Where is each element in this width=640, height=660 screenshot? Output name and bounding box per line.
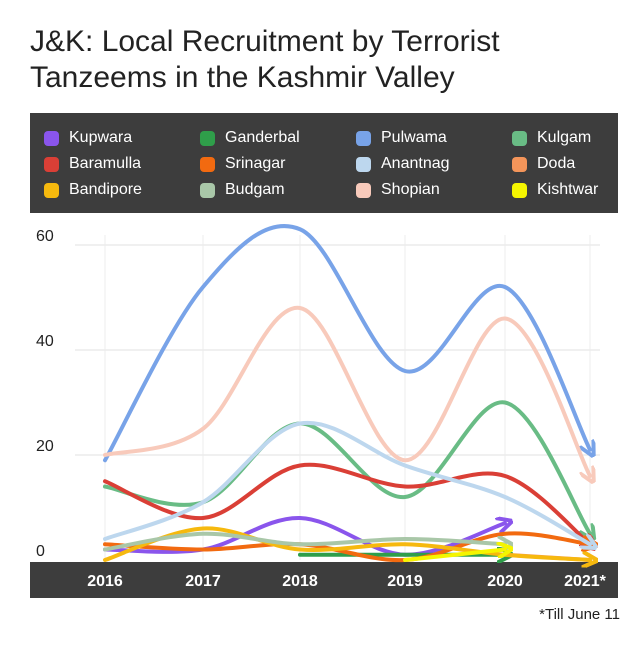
- y-tick-label: 40: [36, 333, 54, 350]
- legend-label: Kulgam: [537, 129, 592, 146]
- legend-label: Shopian: [381, 181, 440, 198]
- x-tick-label: 2021*: [564, 573, 607, 590]
- legend-item-anantnag: Anantnag: [356, 155, 450, 173]
- legend-item-ganderbal: Ganderbal: [200, 129, 300, 147]
- series-line-baramulla: [103, 462, 590, 544]
- legend-item-kulgam: Kulgam: [512, 129, 591, 147]
- x-tick-label: 2019: [387, 573, 423, 590]
- legend-item-kishtwar: Kishtwar: [512, 181, 598, 199]
- legend-item-shopian: Shopian: [356, 181, 440, 199]
- series-line-budgam: [103, 531, 505, 550]
- x-tick-label: 2018: [282, 573, 318, 590]
- chart-title: J&K: Local Recruitment by Terrorist Tanz…: [30, 25, 500, 94]
- legend-swatch: [44, 156, 59, 172]
- series-line-srinagar: [103, 531, 590, 563]
- legend-item-bandipore: Bandipore: [44, 181, 142, 199]
- legend-swatch: [356, 130, 371, 146]
- legend: Kupwara Ganderbal Pulwama Kulgam Baramulla Sr…: [30, 113, 618, 213]
- legend-label: Kishtwar: [537, 181, 599, 198]
- series-line-shopian: [103, 305, 590, 476]
- y-tick-label: 60: [36, 228, 54, 245]
- legend-label: Anantnag: [381, 155, 450, 172]
- x-tick-label: 2017: [185, 573, 221, 590]
- legend-swatch: [356, 156, 371, 172]
- x-tick-label: 2016: [87, 573, 123, 590]
- legend-swatch: [200, 130, 215, 146]
- legend-swatch: [200, 182, 215, 198]
- legend-label: Kupwara: [69, 129, 133, 146]
- legend-item-doda: Doda: [512, 155, 575, 173]
- series-line-kishtwar: [403, 550, 505, 562]
- legend-label: Bandipore: [69, 181, 142, 198]
- legend-item-baramulla: Baramulla: [44, 155, 141, 173]
- legend-label: Srinagar: [225, 155, 286, 172]
- legend-item-kupwara: Kupwara: [44, 129, 132, 147]
- legend-label: Pulwama: [381, 129, 447, 146]
- legend-swatch: [44, 130, 59, 146]
- legend-label: Budgam: [225, 181, 285, 198]
- x-tick-label: 2020: [487, 573, 523, 590]
- legend-swatch: [512, 182, 527, 198]
- footnote: *Till June 11: [539, 606, 620, 623]
- legend-swatch: [44, 182, 59, 198]
- legend-swatch: [200, 156, 215, 172]
- series-line-pulwama: [103, 224, 590, 463]
- legend-label: Baramulla: [69, 155, 142, 172]
- legend-item-budgam: Budgam: [200, 181, 285, 199]
- legend-swatch: [356, 182, 371, 198]
- y-tick-label: 20: [36, 438, 54, 455]
- legend-swatch: [512, 130, 527, 146]
- legend-swatch: [512, 156, 527, 172]
- y-tick-label: 0: [36, 543, 45, 560]
- x-axis-band: [30, 562, 618, 598]
- legend-item-pulwama: Pulwama: [356, 129, 447, 147]
- legend-label: Doda: [537, 155, 576, 172]
- legend-label: Ganderbal: [225, 129, 300, 146]
- legend-item-srinagar: Srinagar: [200, 155, 285, 173]
- series-line-anantnag: [103, 420, 590, 544]
